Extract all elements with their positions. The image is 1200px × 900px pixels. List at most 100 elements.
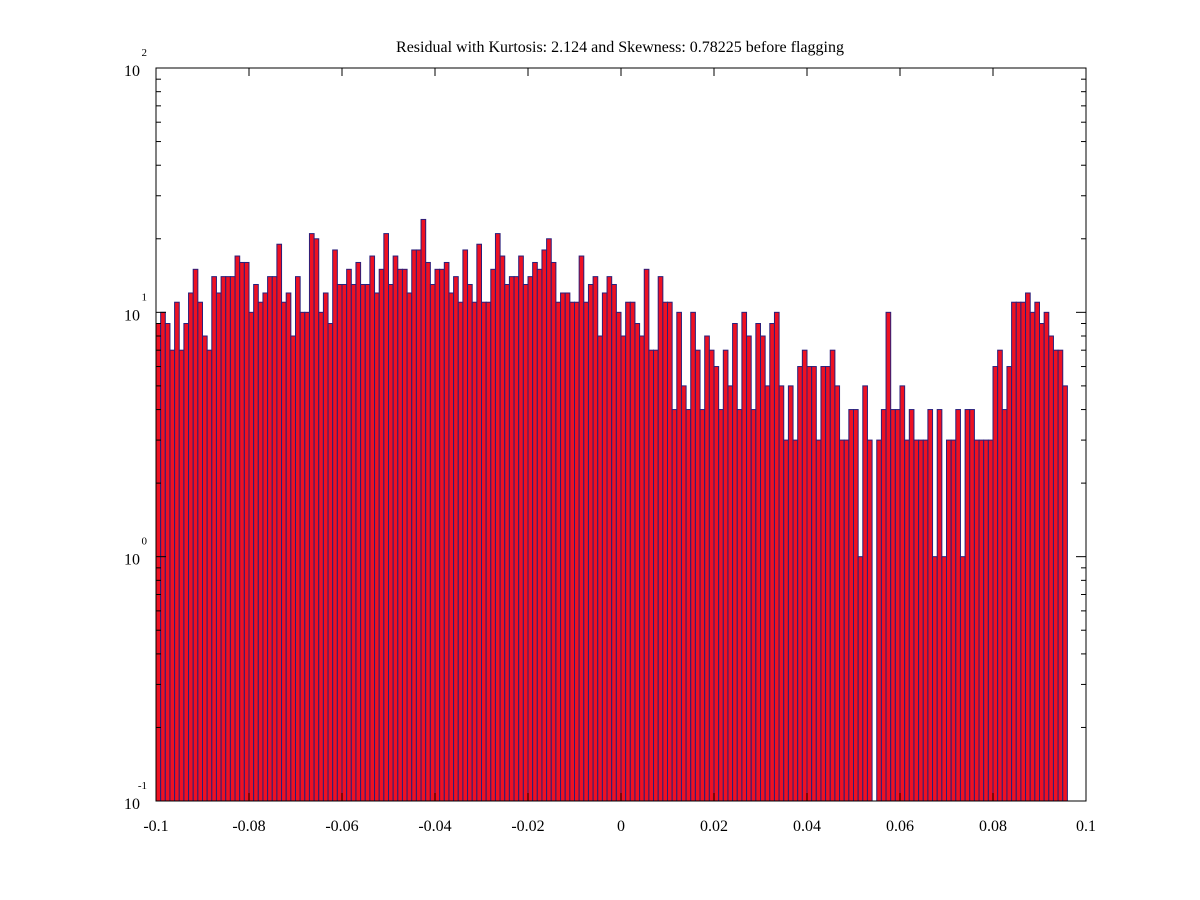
x-tick-label: -0.06	[325, 818, 358, 835]
histogram-bar	[374, 292, 380, 802]
histogram-bar	[155, 323, 162, 802]
histogram-bar	[601, 292, 608, 802]
histogram-bar	[671, 409, 678, 802]
histogram-bar	[350, 283, 357, 802]
histogram-bar	[462, 249, 469, 802]
histogram-bar	[732, 323, 738, 802]
histogram-bar	[773, 311, 780, 802]
histogram-bars	[155, 218, 1068, 802]
histogram-bar	[1011, 301, 1017, 802]
histogram-bar	[564, 292, 571, 802]
histogram-bar	[197, 301, 204, 802]
histogram-bar	[964, 409, 971, 802]
histogram-bar	[848, 409, 854, 802]
y-minor-ticks	[156, 78, 1086, 728]
histogram-bar	[611, 283, 617, 802]
histogram-bar	[164, 323, 171, 802]
histogram-bar	[992, 366, 999, 802]
histogram-bar	[1015, 301, 1022, 802]
histogram-bar	[378, 268, 385, 802]
histogram-bar	[890, 409, 896, 802]
histogram-bar	[248, 311, 255, 802]
histogram-bar	[295, 276, 301, 802]
histogram-bar	[722, 349, 729, 802]
histogram-bar	[597, 335, 603, 802]
histogram-bar	[336, 283, 343, 802]
x-tick-label: -0.02	[511, 818, 544, 835]
histogram-bar	[453, 276, 459, 802]
histogram-bar	[550, 261, 557, 802]
histogram-bar	[346, 268, 352, 802]
histogram-bar	[941, 556, 947, 802]
histogram-bar	[532, 261, 538, 802]
histogram-bar	[946, 439, 952, 802]
histogram-bar	[955, 409, 961, 802]
histogram-bar	[969, 409, 975, 802]
histogram-bar	[527, 276, 534, 802]
histogram-bar	[815, 439, 822, 802]
x-tick-label: 0.06	[886, 818, 914, 835]
histogram-bar	[257, 301, 264, 802]
histogram-bar	[829, 349, 836, 802]
x-tick-label: -0.08	[232, 818, 265, 835]
histogram-bar	[713, 366, 720, 802]
histogram-bar	[978, 439, 985, 802]
histogram-bar	[727, 385, 734, 802]
histogram-bar	[639, 335, 645, 802]
histogram-bar	[853, 409, 859, 802]
histogram-bar	[880, 409, 887, 802]
histogram-bar	[667, 301, 673, 802]
histogram-bar	[862, 385, 868, 802]
histogram-bar	[522, 283, 529, 802]
histogram-bar	[1043, 311, 1050, 802]
histogram-bar	[332, 249, 338, 802]
histogram-bar	[239, 261, 245, 802]
histogram-bar	[1039, 323, 1045, 802]
histogram-bar	[1062, 385, 1068, 802]
histogram-bar	[634, 323, 641, 802]
histogram-bar	[174, 301, 180, 802]
histogram-bar	[485, 301, 492, 802]
histogram-bar	[792, 439, 799, 802]
histogram-bar	[560, 292, 566, 802]
histogram-bar	[987, 439, 994, 802]
y-tick-label: 10	[124, 552, 140, 569]
histogram-bar	[876, 439, 882, 802]
histogram-bar	[429, 283, 436, 802]
histogram-bar	[308, 233, 315, 802]
histogram-bar	[192, 268, 199, 802]
histogram-bar	[606, 276, 613, 802]
histogram-bar	[769, 323, 775, 802]
histogram-bar	[708, 349, 715, 802]
histogram-bar	[262, 292, 269, 802]
histogram-bar	[467, 283, 473, 802]
histogram-bar	[643, 268, 650, 802]
histogram-bar	[746, 335, 752, 802]
histogram-bar	[1048, 335, 1054, 802]
histogram-bar	[1034, 301, 1040, 802]
histogram-bar	[894, 409, 901, 802]
chart-title: Residual with Kurtosis: 2.124 and Skewne…	[396, 39, 844, 56]
x-tick-label: 0.02	[700, 818, 728, 835]
histogram-bar	[787, 385, 794, 802]
histogram-bar	[811, 366, 817, 802]
histogram-bar	[569, 301, 575, 802]
histogram-bar	[685, 409, 692, 802]
histogram-bar	[322, 292, 329, 802]
histogram-bar	[513, 276, 520, 802]
histogram-bar	[215, 292, 222, 802]
histogram-bar	[364, 283, 371, 802]
histogram-bar	[760, 335, 766, 802]
histogram-bar	[504, 283, 510, 802]
histogram-bar	[341, 283, 348, 802]
histogram-bar	[397, 268, 403, 802]
histogram-bar	[750, 409, 757, 802]
histogram-bar	[299, 311, 306, 802]
histogram-bar	[318, 311, 324, 802]
histogram-bar	[536, 268, 543, 802]
histogram-bar	[973, 439, 980, 802]
histogram-bar	[578, 255, 585, 802]
histogram-bar	[694, 349, 701, 802]
